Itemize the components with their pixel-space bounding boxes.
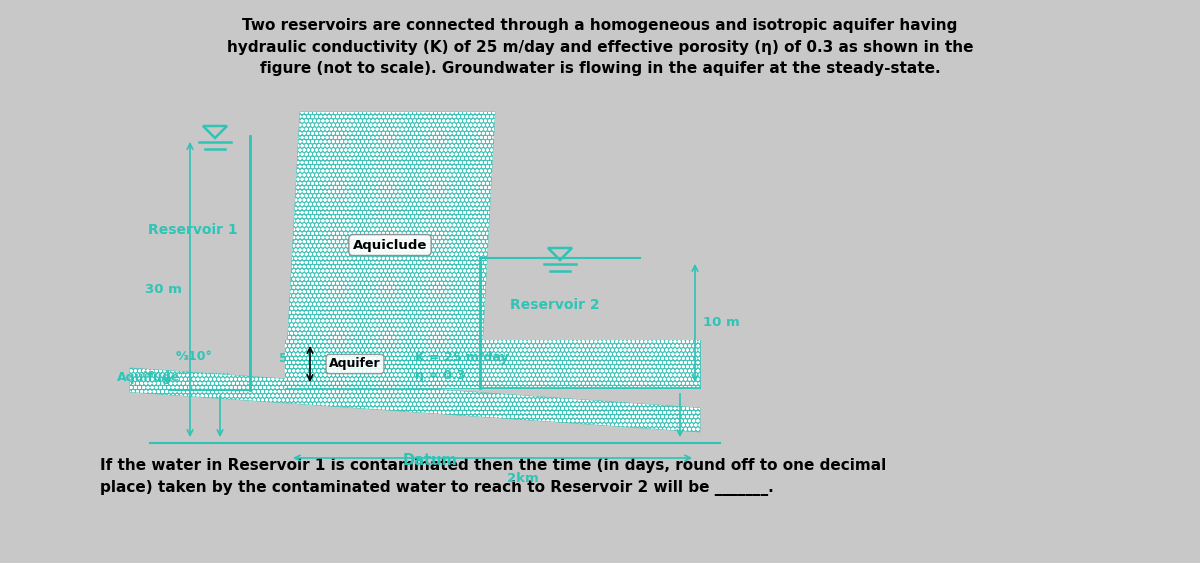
Text: Aquifuge: Aquifuge	[116, 372, 180, 385]
Text: 5 m: 5 m	[278, 352, 305, 365]
Text: K = 25 m/day: K = 25 m/day	[415, 351, 509, 364]
Text: Aquiclude: Aquiclude	[353, 239, 427, 252]
Text: Two reservoirs are connected through a homogeneous and isotropic aquifer having
: Two reservoirs are connected through a h…	[227, 18, 973, 76]
Text: Reservoir 1: Reservoir 1	[148, 223, 238, 237]
Text: If the water in Reservoir 1 is contaminated then the time (in days, round off to: If the water in Reservoir 1 is contamina…	[100, 458, 887, 496]
Text: Aquifer: Aquifer	[329, 358, 380, 370]
Text: ↉10°: ↉10°	[176, 350, 212, 363]
Text: Datum: Datum	[403, 453, 457, 468]
Text: 30 m: 30 m	[145, 283, 182, 296]
Text: Reservoir 2: Reservoir 2	[510, 298, 600, 312]
Polygon shape	[286, 340, 700, 388]
Polygon shape	[130, 368, 700, 432]
Text: 10 m: 10 m	[703, 316, 739, 329]
Polygon shape	[286, 112, 496, 388]
Text: 2km: 2km	[506, 472, 539, 485]
Text: η = 0.3: η = 0.3	[415, 369, 466, 382]
